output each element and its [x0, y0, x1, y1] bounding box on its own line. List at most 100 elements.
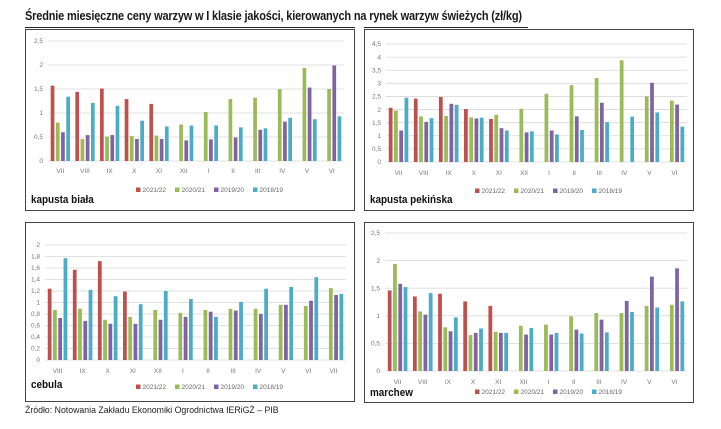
y-tick-label: 2 [36, 242, 40, 249]
bar-2020-21 [469, 117, 474, 162]
bar-2018-19 [529, 131, 534, 162]
y-tick-label: 0,5 [371, 341, 380, 348]
bar-2018-19 [63, 258, 68, 360]
bar-2020-21 [443, 327, 448, 371]
bar-2019-20 [474, 118, 479, 162]
bar-2019-20 [61, 132, 65, 161]
bar-2019-20 [208, 311, 213, 360]
y-tick-label: 0 [39, 158, 43, 165]
x-tick-label: I [207, 168, 209, 175]
y-tick-label: 0,6 [31, 323, 40, 330]
y-tick-label: 1 [36, 300, 40, 307]
y-tick-label: 2,5 [34, 38, 43, 45]
bar-2020-21 [393, 263, 397, 371]
chart-title: marchew [370, 387, 413, 399]
bar-2018-19 [604, 332, 609, 371]
bar-2021-22 [387, 290, 392, 371]
bar-2019-20 [574, 329, 579, 371]
bar-2019-20 [675, 268, 679, 371]
bar-2019-20 [424, 121, 429, 162]
y-tick-label: 0,5 [372, 146, 381, 153]
bar-2018-19 [288, 117, 292, 161]
bar-2019-20 [309, 300, 313, 360]
bar-2019-20 [83, 320, 88, 360]
bar-2020-21 [178, 312, 183, 360]
x-tick-label: II [572, 379, 576, 386]
bar-2018-19 [214, 316, 218, 360]
x-tick-label: X [471, 379, 476, 386]
chart-title: cebula [31, 379, 63, 391]
bar-2018-19 [188, 299, 193, 360]
x-tick-label: IV [279, 168, 286, 175]
bar-2018-19 [454, 104, 459, 162]
legend-swatch [514, 389, 519, 394]
bar-2018-19 [88, 289, 93, 360]
bar-2018-19 [630, 311, 634, 371]
bar-2018-19 [314, 277, 319, 360]
bar-2020-21 [493, 331, 498, 371]
bar-2020-21 [105, 136, 109, 161]
bar-2018-19 [555, 134, 559, 162]
legend-swatch [475, 188, 480, 193]
bar-2020-21 [468, 335, 473, 371]
bar-2018-19 [655, 307, 660, 371]
x-tick-label: X [472, 170, 477, 177]
bar-2019-20 [499, 332, 503, 371]
bar-2021-22 [413, 98, 418, 162]
bar-2019-20 [549, 130, 554, 162]
x-tick-label: XII [519, 379, 527, 386]
bar-2020-21 [228, 99, 233, 161]
x-tick-label: II [231, 168, 235, 175]
bar-2018-19 [504, 130, 509, 162]
bar-2018-19 [163, 291, 168, 360]
bar-2019-20 [332, 65, 337, 161]
bar-2019-20 [133, 323, 138, 360]
legend-swatch [175, 187, 180, 192]
bar-2018-19 [66, 96, 70, 161]
x-tick-label: IV [255, 368, 262, 375]
legend-swatch [136, 384, 141, 389]
bar-2020-21 [669, 100, 674, 162]
bar-2020-21 [55, 122, 60, 161]
bar-2020-21 [619, 60, 624, 162]
bar-2018-19 [189, 125, 194, 161]
bar-2021-22 [124, 99, 129, 161]
bar-2021-22 [438, 96, 443, 162]
bar-2020-21 [569, 85, 574, 162]
x-tick-label: VIII [53, 368, 63, 375]
bar-2018-19 [403, 287, 408, 371]
chart-panel-marchew: 0 0,5 1 1,5 2 2,5 VII VIII IX X XI XII I II III IV V VI 20… [364, 222, 694, 403]
bar-2020-21 [594, 313, 599, 371]
legend-swatch [253, 187, 258, 192]
bar-2019-20 [524, 334, 528, 371]
bar-2018-19 [428, 293, 433, 371]
bar-2019-20 [184, 140, 189, 161]
bar-2020-21 [519, 108, 524, 162]
bar-2019-20 [334, 295, 338, 360]
bar-2020-21 [80, 138, 85, 161]
y-tick-label: 2 [376, 258, 380, 265]
bar-2020-21 [103, 319, 107, 360]
bar-2020-21 [518, 325, 523, 371]
legend-label: 2018/19 [599, 188, 623, 195]
x-tick-label: VII [395, 170, 403, 177]
legend-swatch [214, 384, 219, 389]
x-tick-label: X [106, 368, 111, 375]
bar-2019-20 [423, 314, 428, 371]
bar-2021-22 [75, 91, 80, 161]
bar-2019-20 [183, 316, 188, 360]
bar-2018-19 [404, 97, 409, 162]
bar-2021-22 [464, 109, 468, 162]
bar-2018-19 [263, 128, 268, 161]
y-tick-label: 0,8 [31, 311, 40, 318]
bar-2018-19 [479, 328, 483, 371]
bar-2019-20 [599, 319, 604, 371]
bar-2020-21 [78, 308, 82, 360]
bar-2020-21 [154, 135, 159, 161]
bar-2018-19 [140, 120, 144, 161]
y-tick-label: 1,5 [371, 285, 380, 292]
legend-swatch [136, 187, 141, 192]
bar-2018-19 [113, 296, 118, 360]
